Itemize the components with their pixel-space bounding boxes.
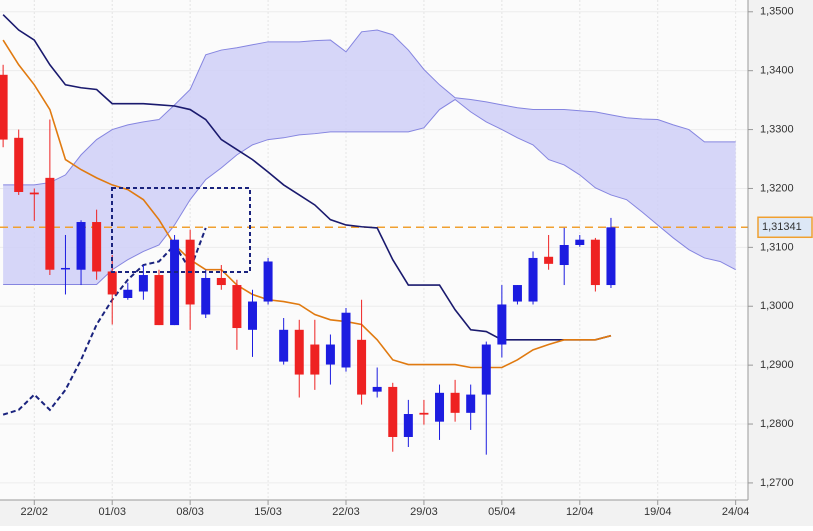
y-tick-label: 1,2800 [760,418,794,430]
candle-body [247,301,257,330]
candle-body [590,239,600,286]
candle-body [325,344,335,365]
x-tick-label: 22/02 [21,506,49,518]
candle-body [403,414,413,437]
candle-body [512,285,522,302]
candle-body [216,277,226,286]
candle-body [201,277,211,315]
candle-body [60,267,70,270]
y-tick-label: 1,3200 [760,182,794,194]
x-tick-label: 15/03 [254,506,282,518]
candle-body [544,256,554,264]
candle-body [29,192,39,195]
candle-body [138,275,148,292]
indicator-line [2,39,612,369]
candle-body [435,392,445,422]
candle-body [294,329,304,375]
candle-body [450,392,460,413]
candle-body [388,386,398,437]
cloud-edge [3,29,736,186]
candle-body [279,329,289,362]
candle-body [123,289,133,298]
candle-body [497,304,507,345]
y-tick-label: 1,3100 [760,241,794,253]
x-tick-label: 08/03 [176,506,204,518]
indicator-line [2,14,612,341]
candle-body [263,261,273,302]
last-price-label: 1,31341 [762,221,802,233]
candle-body [419,412,429,415]
candle-body [559,244,569,266]
candle-body [310,344,320,375]
x-tick-label: 24/04 [722,506,750,518]
x-tick-label: 05/04 [488,506,516,518]
annotation-box [111,187,251,273]
candle-body [341,312,351,368]
y-tick-label: 1,3000 [760,300,794,312]
candle-body [45,177,55,270]
candle-body [357,339,367,395]
candle-body [76,222,86,270]
candle-body [154,275,164,326]
candle-body [232,285,242,329]
x-tick-label: 19/04 [644,506,672,518]
candle-body [14,137,24,192]
candle-body [92,222,102,272]
y-tick-label: 1,3300 [760,123,794,135]
y-tick-label: 1,3500 [760,6,794,18]
candle-body [0,74,8,140]
candle-body [466,394,476,413]
x-tick-label: 01/03 [98,506,126,518]
cloud-edge [3,98,736,285]
candle-body [528,257,538,302]
y-tick-label: 1,3400 [760,65,794,77]
candle-body [575,239,585,245]
last-price-tag [757,216,813,239]
candle-body [372,386,382,392]
x-tick-label: 12/04 [566,506,594,518]
candle-body [170,239,180,326]
candle-body [107,271,117,295]
x-tick-label: 22/03 [332,506,360,518]
candle-body [481,344,491,395]
y-tick-label: 1,2700 [760,477,794,489]
candle-body [606,227,616,286]
x-tick-label: 29/03 [410,506,438,518]
y-tick-label: 1,2900 [760,359,794,371]
